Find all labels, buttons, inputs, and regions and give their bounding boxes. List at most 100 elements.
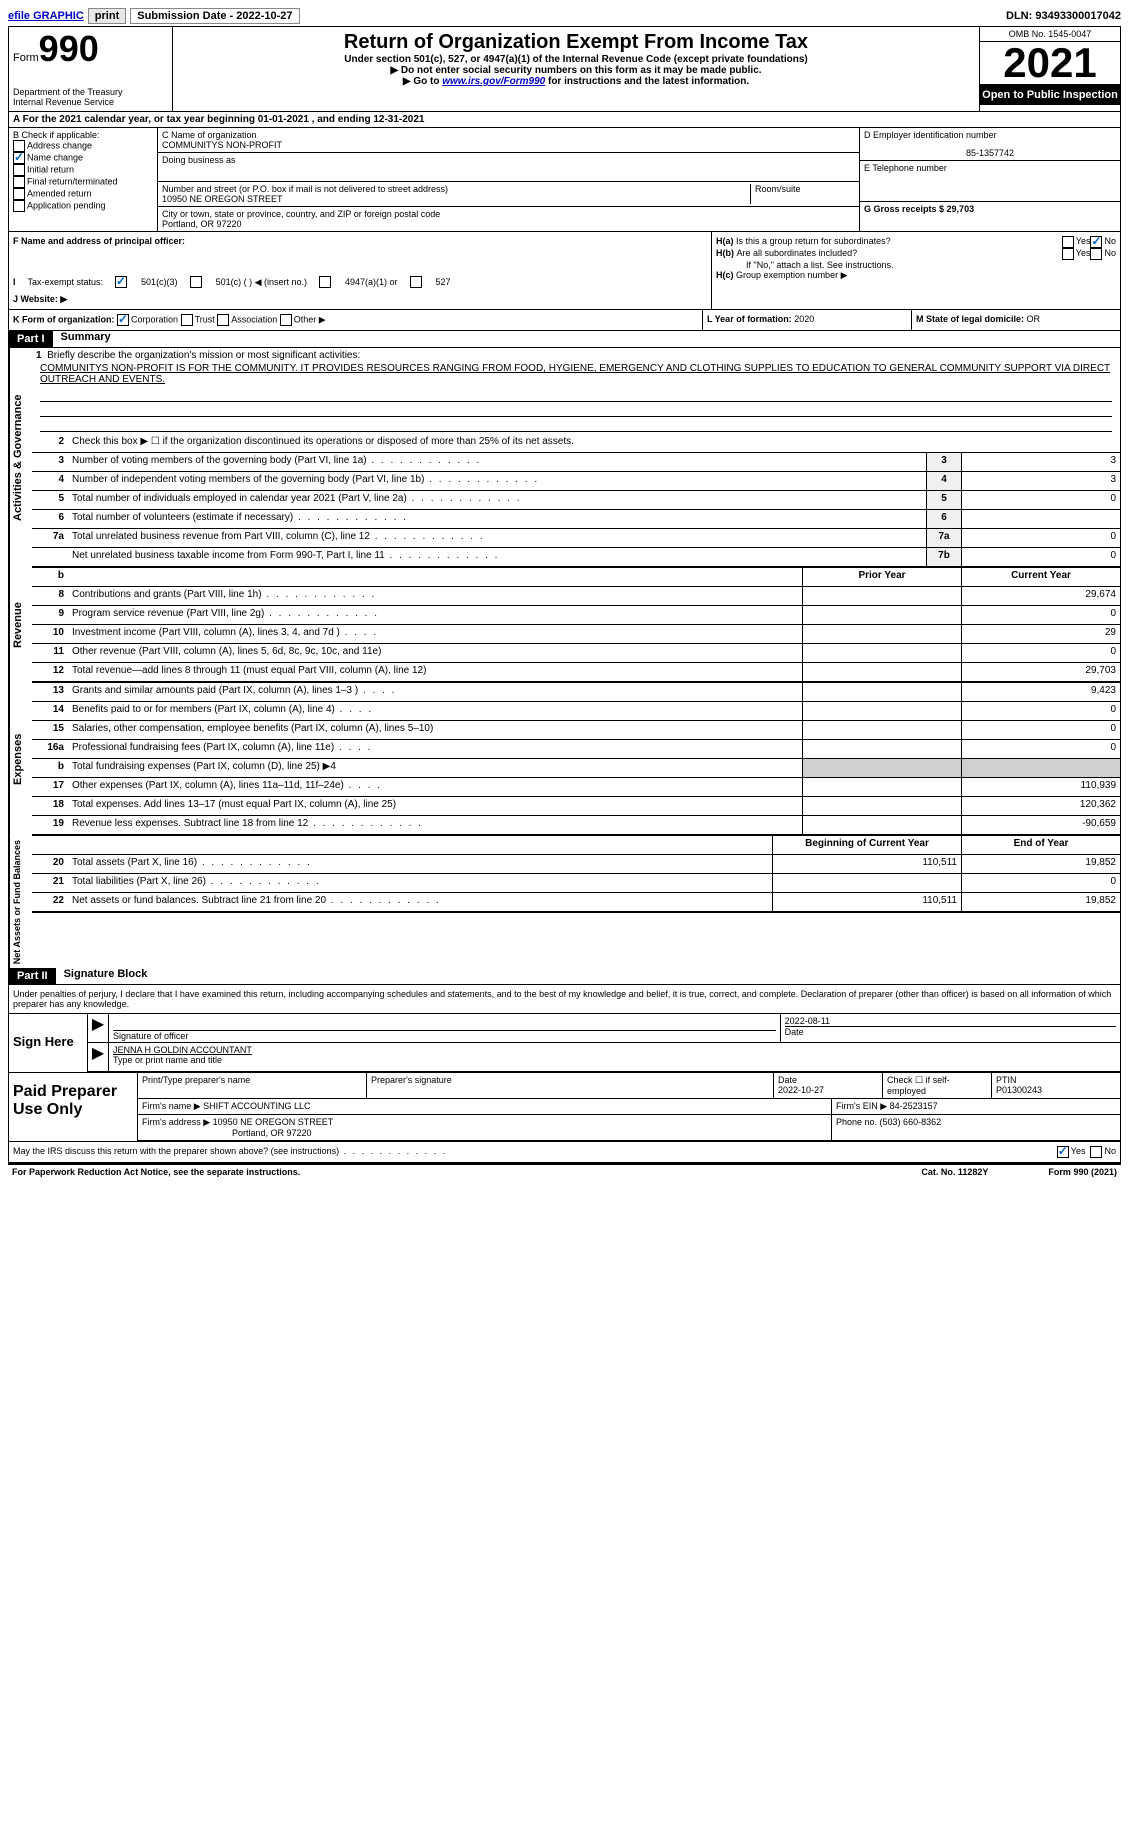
dba-label: Doing business as: [162, 155, 855, 165]
line4: Number of independent voting members of …: [68, 472, 926, 490]
line6: Total number of volunteers (estimate if …: [68, 510, 926, 528]
line12: Total revenue—add lines 8 through 11 (mu…: [68, 663, 802, 681]
officer-name: JENNA H GOLDIN ACCOUNTANT: [113, 1045, 1116, 1055]
d-label: D Employer identification number: [864, 130, 1116, 140]
current-year-header: Current Year: [961, 568, 1120, 586]
mission-text: COMMUNITYS NON-PROFIT IS FOR THE COMMUNI…: [36, 361, 1116, 387]
side-activities: Activities & Governance: [9, 348, 32, 568]
street-address: 10950 NE OREGON STREET: [162, 194, 750, 204]
footer-final: For Paperwork Reduction Act Notice, see …: [8, 1163, 1121, 1179]
v22e: 19,852: [961, 893, 1120, 911]
print-name-label: Print/Type preparer's name: [138, 1073, 367, 1098]
v17: 110,939: [961, 778, 1120, 796]
v4: 3: [961, 472, 1120, 490]
cat-number: Cat. No. 11282Y: [921, 1167, 988, 1177]
efile-link[interactable]: efile GRAPHIC: [8, 10, 84, 22]
chk-initial[interactable]: [13, 164, 25, 176]
sign-here-label: Sign Here: [9, 1014, 88, 1072]
form-number: 990: [39, 28, 99, 69]
begin-year-header: Beginning of Current Year: [772, 836, 961, 854]
check-self-employed: Check ☐ if self-employed: [883, 1073, 992, 1098]
v7b: 0: [961, 548, 1120, 566]
part2-title: Signature Block: [56, 968, 148, 984]
form-footer-label: Form 990 (2021): [1048, 1167, 1117, 1177]
v19: -90,659: [961, 816, 1120, 834]
chk-other[interactable]: [280, 314, 292, 326]
ein-value: 85-1357742: [864, 140, 1116, 158]
line7b: Net unrelated business taxable income fr…: [68, 548, 926, 566]
part2-header-row: Part II Signature Block: [9, 968, 1120, 985]
sig-officer-label: Signature of officer: [113, 1030, 776, 1041]
chk-assoc[interactable]: [217, 314, 229, 326]
prep-date: 2022-10-27: [778, 1085, 824, 1095]
v5: 0: [961, 491, 1120, 509]
part1-title: Summary: [53, 331, 111, 347]
chk-4947[interactable]: [319, 276, 331, 288]
chk-trust[interactable]: [181, 314, 193, 326]
chk-corp[interactable]: [117, 314, 129, 326]
v6: [961, 510, 1120, 528]
row-k: K Form of organization: Corporation Trus…: [9, 310, 1120, 331]
line13: Grants and similar amounts paid (Part IX…: [68, 683, 802, 701]
line16b: Total fundraising expenses (Part IX, col…: [68, 759, 802, 777]
sign-here-section: Sign Here ▶ Signature of officer 2022-08…: [9, 1013, 1120, 1072]
irs-link[interactable]: www.irs.gov/Form990: [442, 76, 545, 87]
v7a: 0: [961, 529, 1120, 547]
discuss-row: May the IRS discuss this return with the…: [9, 1141, 1120, 1162]
part1-badge: Part I: [9, 331, 53, 347]
chk-discuss-no[interactable]: [1090, 1146, 1102, 1158]
v20e: 19,852: [961, 855, 1120, 873]
form-note1: ▶ Do not enter social security numbers o…: [177, 65, 975, 76]
chk-501c[interactable]: [190, 276, 202, 288]
prep-sig-label: Preparer's signature: [367, 1073, 774, 1098]
top-toolbar: efile GRAPHIC print Submission Date - 20…: [8, 8, 1121, 24]
col-c-org-info: C Name of organization COMMUNITYS NON-PR…: [158, 128, 859, 231]
line10: Investment income (Part VIII, column (A)…: [68, 625, 802, 643]
chk-amended[interactable]: [13, 188, 25, 200]
line15: Salaries, other compensation, employee b…: [68, 721, 802, 739]
part1-header-row: Part I Summary: [9, 331, 1120, 348]
submission-date: Submission Date - 2022-10-27: [130, 8, 299, 24]
chk-hb-yes[interactable]: [1062, 248, 1074, 260]
firm-name: SHIFT ACCOUNTING LLC: [203, 1101, 310, 1111]
k-form-org: K Form of organization: Corporation Trus…: [9, 310, 702, 330]
form-note2: ▶ Go to www.irs.gov/Form990 for instruct…: [177, 76, 975, 87]
line3: Number of voting members of the governin…: [68, 453, 926, 471]
line11: Other revenue (Part VIII, column (A), li…: [68, 644, 802, 662]
v21e: 0: [961, 874, 1120, 892]
chk-527[interactable]: [410, 276, 422, 288]
form-label: Form: [13, 52, 39, 64]
chk-hb-no[interactable]: [1090, 248, 1102, 260]
g-label: G Gross receipts $ 29,703: [864, 204, 974, 214]
v3: 3: [961, 453, 1120, 471]
chk-ha-yes[interactable]: [1062, 236, 1074, 248]
ptin-value: P01300243: [996, 1085, 1042, 1095]
v9: 0: [961, 606, 1120, 624]
chk-501c3[interactable]: [115, 276, 127, 288]
form-subtitle: Under section 501(c), 527, or 4947(a)(1)…: [177, 54, 975, 65]
print-button[interactable]: print: [88, 8, 126, 24]
sig-date: 2022-08-11: [785, 1016, 1116, 1026]
v12: 29,703: [961, 663, 1120, 681]
line9: Program service revenue (Part VIII, line…: [68, 606, 802, 624]
v8: 29,674: [961, 587, 1120, 605]
form-title: Return of Organization Exempt From Incom…: [177, 31, 975, 54]
chk-application[interactable]: [13, 200, 25, 212]
v14: 0: [961, 702, 1120, 720]
room-suite: Room/suite: [750, 184, 855, 204]
chk-ha-no[interactable]: [1090, 236, 1102, 248]
open-public-badge: Open to Public Inspection: [980, 85, 1120, 105]
col-f-officer: F Name and address of principal officer:…: [9, 232, 712, 309]
v16a: 0: [961, 740, 1120, 758]
chk-name-change[interactable]: [13, 152, 25, 164]
header-left: Form990 Department of the Treasury Inter…: [9, 27, 173, 111]
line18: Total expenses. Add lines 13–17 (must eq…: [68, 797, 802, 815]
chk-discuss-yes[interactable]: [1057, 1146, 1069, 1158]
chk-final[interactable]: [13, 176, 25, 188]
line16a: Professional fundraising fees (Part IX, …: [68, 740, 802, 758]
tax-year: 2021: [980, 42, 1120, 85]
side-expenses: Expenses: [9, 683, 32, 836]
b-label: B Check if applicable:: [13, 130, 153, 140]
row-a-tax-year: A For the 2021 calendar year, or tax yea…: [9, 112, 1120, 128]
addr-label: Number and street (or P.O. box if mail i…: [162, 184, 750, 194]
